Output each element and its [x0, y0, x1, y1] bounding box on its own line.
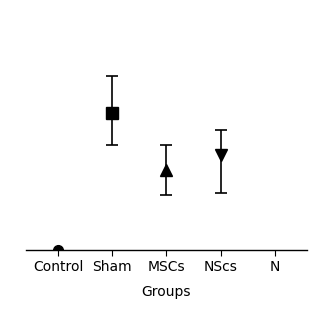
X-axis label: Groups: Groups — [142, 285, 191, 299]
